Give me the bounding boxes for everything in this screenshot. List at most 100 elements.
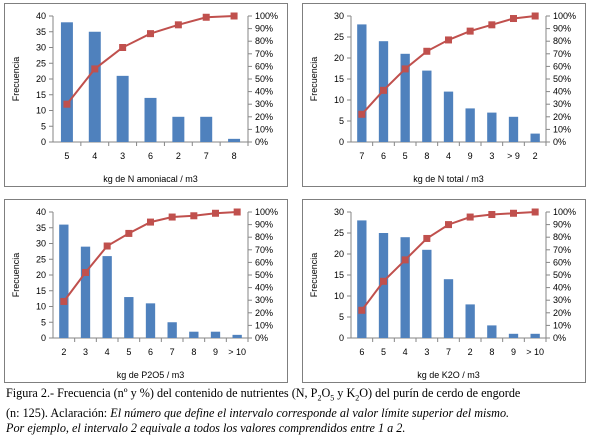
cumulative-point-1 xyxy=(60,297,68,305)
caption-line-2: (n: 125). Aclaración: El número que defi… xyxy=(6,406,588,422)
x-tick-label: 8 xyxy=(232,151,237,161)
y-tick-label: 35 xyxy=(36,223,46,233)
cumulative-point-3 xyxy=(103,242,111,250)
bar-3 xyxy=(116,75,129,142)
y2-tick-label: 100% xyxy=(255,207,278,217)
bar-9 xyxy=(232,334,242,338)
y2-tick-label: 20% xyxy=(553,308,571,318)
caption-line-1: Figura 2.- Frecuencia (nº y %) del conte… xyxy=(6,386,588,406)
x-tick-label: 4 xyxy=(105,347,110,357)
chart-n-amoniacal: 05101520253035400%10%20%30%40%50%60%70%8… xyxy=(11,11,278,184)
x-tick-label: 5 xyxy=(64,151,69,161)
x-tick-label: 3 xyxy=(489,151,494,161)
x-tick-label: 6 xyxy=(148,347,153,357)
bar-6 xyxy=(465,304,475,338)
y-tick-label: 35 xyxy=(36,27,46,37)
y2-tick-label: 30% xyxy=(255,99,273,109)
y2-tick-label: 0% xyxy=(553,137,566,147)
y2-tick-label: 60% xyxy=(255,61,273,71)
cumulative-point-9 xyxy=(531,208,539,216)
bar-4 xyxy=(422,249,432,338)
bar-2 xyxy=(378,233,389,338)
y2-tick-label: 70% xyxy=(553,245,571,255)
x-tick-label: 2 xyxy=(176,151,181,161)
x-tick-label: 6 xyxy=(381,151,386,161)
y-tick-label: 25 xyxy=(36,58,46,68)
x-axis-title: kg de N total / m3 xyxy=(413,174,484,184)
caption-sub-c: 2 xyxy=(355,393,360,403)
y2-tick-label: 40% xyxy=(255,87,273,97)
caption-line-3: Por ejemplo, el intervalo 2 equivale a t… xyxy=(6,421,406,436)
cumulative-point-9 xyxy=(531,12,539,20)
y2-tick-label: 10% xyxy=(553,124,571,134)
cumulative-point-7 xyxy=(230,12,238,20)
x-tick-label: > 10 xyxy=(526,347,544,357)
bar-2 xyxy=(88,31,101,142)
y2-tick-label: 50% xyxy=(255,270,273,280)
chart-k2o: 0510152025300%10%20%30%40%50%60%70%80%90… xyxy=(309,207,576,380)
x-tick-label: 8 xyxy=(489,347,494,357)
y2-tick-label: 70% xyxy=(553,49,571,59)
cumulative-point-5 xyxy=(147,218,154,226)
y-tick-label: 20 xyxy=(334,53,344,63)
x-tick-label: 4 xyxy=(92,151,97,161)
y-tick-label: 15 xyxy=(36,286,46,296)
y-tick-label: 0 xyxy=(339,137,344,147)
bar-9 xyxy=(530,133,540,142)
cumulative-point-4 xyxy=(423,47,431,55)
y-axis-title: Frecuencia xyxy=(11,253,21,298)
bar-3 xyxy=(400,53,410,142)
y-tick-label: 25 xyxy=(334,228,344,238)
y-axis-title: Frecuencia xyxy=(309,253,319,298)
cumulative-point-8 xyxy=(212,209,219,217)
caption-sub-a: 2 xyxy=(317,393,322,403)
y2-tick-label: 90% xyxy=(553,220,571,230)
cumulative-point-2 xyxy=(380,86,387,94)
cumulative-point-9 xyxy=(233,208,241,216)
cumulative-point-7 xyxy=(488,21,496,29)
y-tick-label: 0 xyxy=(41,333,46,343)
cumulative-point-3 xyxy=(401,256,409,264)
x-tick-label: 6 xyxy=(148,151,153,161)
x-tick-label: 3 xyxy=(83,347,88,357)
cumulative-point-6 xyxy=(202,13,210,21)
cumulative-point-1 xyxy=(358,306,366,314)
y2-tick-label: 0% xyxy=(553,333,566,343)
caption-text-b: O xyxy=(321,386,331,400)
cumulative-point-5 xyxy=(174,21,182,29)
y-tick-label: 30 xyxy=(334,11,344,21)
x-tick-label: 3 xyxy=(424,347,429,357)
y2-tick-label: 40% xyxy=(553,87,571,97)
y-tick-label: 10 xyxy=(36,302,46,312)
cumulative-point-4 xyxy=(125,229,133,237)
y2-tick-label: 10% xyxy=(255,320,273,330)
cumulative-point-5 xyxy=(445,36,452,44)
cumulative-point-5 xyxy=(445,221,452,229)
bar-5 xyxy=(443,91,454,142)
x-tick-label: 2 xyxy=(533,151,538,161)
y2-tick-label: 60% xyxy=(255,257,273,267)
y2-tick-label: 90% xyxy=(255,220,273,230)
y2-tick-label: 60% xyxy=(553,257,571,267)
x-tick-label: 5 xyxy=(126,347,131,357)
x-tick-label: 8 xyxy=(191,347,196,357)
caption-text-e: (n: 125). Aclaración: xyxy=(6,405,111,420)
y2-tick-label: 80% xyxy=(553,36,571,46)
y-tick-label: 15 xyxy=(36,90,46,100)
y2-tick-label: 40% xyxy=(255,283,273,293)
bar-1 xyxy=(60,22,73,142)
y2-tick-label: 90% xyxy=(255,24,273,34)
y-tick-label: 25 xyxy=(334,32,344,42)
y-tick-label: 0 xyxy=(339,333,344,343)
bar-6 xyxy=(200,116,213,142)
y-tick-label: 20 xyxy=(36,74,46,84)
chart-panel-k2o: 0 5 10 15 20 25 30 0% 10% 20% 30% 40% 50% 60% 70% 80% 90… xyxy=(302,199,586,383)
x-tick-label: 5 xyxy=(403,151,408,161)
bar-3 xyxy=(400,237,410,338)
y-tick-label: 10 xyxy=(334,291,344,301)
cumulative-point-3 xyxy=(119,44,127,51)
y2-tick-label: 30% xyxy=(553,295,571,305)
bar-8 xyxy=(210,331,221,338)
y2-tick-label: 20% xyxy=(255,308,273,318)
y-tick-label: 25 xyxy=(36,254,46,264)
